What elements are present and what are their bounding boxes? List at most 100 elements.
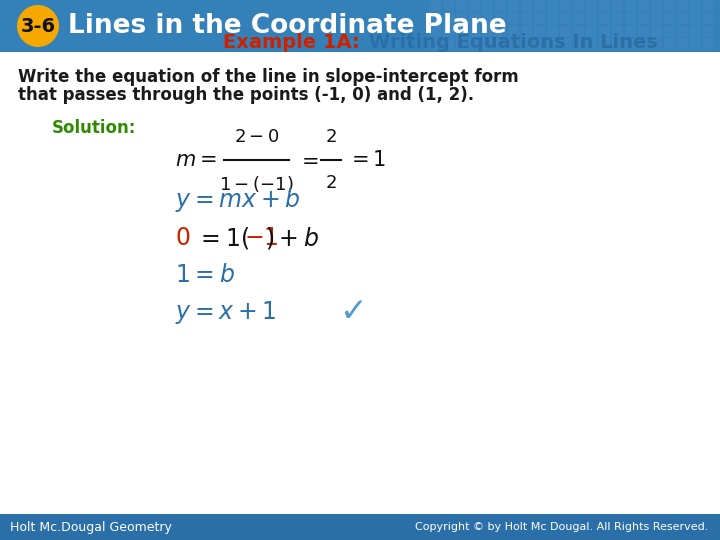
Bar	[651, 25, 662, 37]
Bar	[625, 25, 636, 37]
Bar	[482, 25, 493, 37]
Bar	[664, 38, 675, 50]
Bar	[703, 12, 714, 24]
Bar	[573, 12, 584, 24]
Bar	[534, 38, 545, 50]
Bar	[469, 25, 480, 37]
Bar	[534, 0, 545, 11]
Bar	[690, 38, 701, 50]
Text: Write the equation of the line in slope-intercept form: Write the equation of the line in slope-…	[18, 68, 518, 86]
Bar	[638, 38, 649, 50]
Text: Lines in the Coordinate Plane: Lines in the Coordinate Plane	[68, 13, 507, 39]
Text: $2$: $2$	[325, 174, 337, 192]
Bar	[456, 12, 467, 24]
Bar	[638, 12, 649, 24]
Bar	[664, 0, 675, 11]
Bar	[664, 12, 675, 24]
Bar	[612, 25, 623, 37]
Bar	[521, 0, 532, 11]
Text: $=1$: $=1$	[347, 150, 386, 170]
Bar	[482, 0, 493, 11]
Bar	[534, 12, 545, 24]
Bar	[521, 25, 532, 37]
Text: Example 1A:: Example 1A:	[223, 33, 360, 52]
Text: Writing Equations In Lines: Writing Equations In Lines	[362, 33, 658, 52]
Bar	[690, 12, 701, 24]
Bar	[638, 0, 649, 11]
Bar	[508, 25, 519, 37]
Bar	[599, 25, 610, 37]
Text: $m=$: $m=$	[175, 150, 217, 170]
Bar	[443, 38, 454, 50]
Bar	[586, 0, 597, 11]
Bar	[469, 0, 480, 11]
Bar	[612, 12, 623, 24]
Bar	[430, 25, 441, 37]
Text: 3-6: 3-6	[20, 17, 55, 36]
Bar	[508, 0, 519, 11]
Bar	[677, 0, 688, 11]
Bar	[456, 0, 467, 11]
Bar	[677, 38, 688, 50]
Bar	[560, 0, 571, 11]
Text: $2$: $2$	[325, 128, 337, 146]
Bar	[521, 38, 532, 50]
Bar	[430, 38, 441, 50]
Bar	[677, 25, 688, 37]
Bar	[599, 0, 610, 11]
Bar	[443, 12, 454, 24]
Bar	[560, 12, 571, 24]
Bar	[625, 38, 636, 50]
Text: Holt Mc.Dougal Geometry: Holt Mc.Dougal Geometry	[10, 521, 172, 534]
Bar	[586, 12, 597, 24]
Text: $) + b$: $) + b$	[265, 225, 319, 251]
Bar	[651, 12, 662, 24]
Bar	[625, 0, 636, 11]
Bar	[586, 25, 597, 37]
Text: $0$: $0$	[175, 226, 190, 250]
Bar	[469, 12, 480, 24]
Bar	[534, 25, 545, 37]
Bar	[495, 25, 506, 37]
Circle shape	[17, 5, 59, 47]
Bar	[495, 0, 506, 11]
Text: $=$: $=$	[297, 150, 318, 170]
Text: Copyright © by Holt Mc Dougal. All Rights Reserved.: Copyright © by Holt Mc Dougal. All Right…	[415, 522, 708, 532]
Text: $= 1($: $= 1($	[196, 225, 249, 251]
Bar	[677, 12, 688, 24]
Bar	[508, 38, 519, 50]
Bar	[456, 38, 467, 50]
Bar	[651, 0, 662, 11]
Bar	[547, 12, 558, 24]
Bar	[625, 12, 636, 24]
Bar	[521, 12, 532, 24]
Bar	[547, 0, 558, 11]
Bar	[495, 12, 506, 24]
Bar	[599, 38, 610, 50]
Text: ✓: ✓	[340, 295, 368, 328]
Bar	[573, 0, 584, 11]
Bar	[0, 0, 720, 52]
Bar	[638, 25, 649, 37]
Bar	[703, 38, 714, 50]
Bar	[430, 12, 441, 24]
Bar	[495, 38, 506, 50]
Text: $1 = b$: $1 = b$	[175, 263, 235, 287]
Bar	[456, 25, 467, 37]
Bar	[547, 38, 558, 50]
Bar	[612, 38, 623, 50]
Bar	[508, 12, 519, 24]
Text: $-1$: $-1$	[244, 226, 279, 250]
Bar	[573, 25, 584, 37]
Text: $1-(-1)$: $1-(-1)$	[219, 174, 294, 194]
Bar	[0, 514, 720, 540]
Bar	[651, 38, 662, 50]
Bar	[482, 12, 493, 24]
Bar	[703, 0, 714, 11]
Bar	[430, 0, 441, 11]
Bar	[482, 38, 493, 50]
Bar	[703, 25, 714, 37]
Bar	[560, 38, 571, 50]
Bar	[469, 38, 480, 50]
Bar	[586, 38, 597, 50]
